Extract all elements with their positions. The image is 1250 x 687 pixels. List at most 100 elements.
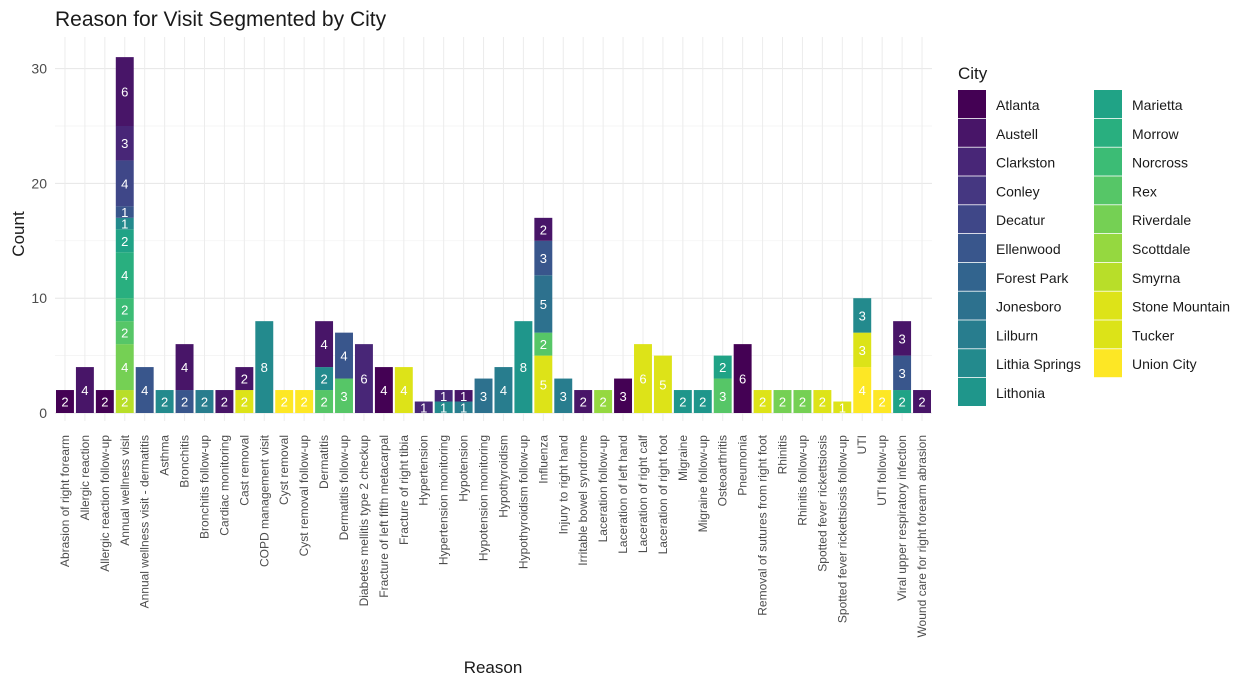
bar-value-label: 3 — [719, 389, 726, 404]
bar-stack-cyst-removal: 2 — [275, 390, 294, 413]
y-tick-label: 20 — [31, 175, 47, 191]
legend-swatch — [958, 349, 986, 378]
bar-stack-migraine: 2 — [673, 390, 692, 413]
bar-stack-spotted-fever-rickettsiosis: 2 — [813, 390, 832, 413]
x-tick-label: Hypothyroidism follow-up — [516, 435, 530, 569]
bar-stack-pneumonia: 6 — [733, 344, 752, 413]
bar-value-label: 1 — [440, 400, 447, 415]
bar-segment-lithonia — [673, 390, 692, 413]
bar-stack-hypotension: 11 — [454, 389, 473, 415]
bar-value-label: 2 — [779, 395, 786, 410]
x-tick-label: Hypertension — [417, 435, 431, 506]
legend-label: Austell — [996, 126, 1038, 142]
bar-value-label: 3 — [859, 343, 866, 358]
legend-swatch — [1094, 262, 1122, 291]
bar-stack-laceration-of-right-calf: 6 — [634, 344, 652, 413]
bar-segment-lithia-springs — [434, 401, 453, 413]
bar-value-label: 2 — [719, 360, 726, 375]
bar-segment-lilburn — [494, 367, 513, 413]
x-tick-label: Bronchitis follow-up — [197, 435, 211, 539]
x-tick-label: Hypothyroidism — [496, 435, 510, 518]
x-tick-label: Annual wellness visit — [118, 434, 132, 545]
legend-label: Atlanta — [996, 97, 1040, 113]
bar-value-label: 2 — [879, 395, 886, 410]
x-tick-label: Fracture of left fifth metacarpal — [377, 435, 391, 598]
bar-value-label: 2 — [221, 395, 228, 410]
bar-stack-dermatitis: 2 2 4 — [315, 321, 334, 413]
bar-stack-hypotension-monitoring: 3 — [474, 378, 493, 413]
bar-stack-osteoarthritis: 32 — [713, 355, 732, 413]
bar-segment-stone-mountain — [813, 390, 832, 413]
legend-item-tucker: Tucker — [1094, 320, 1175, 349]
bar-segment-lithia-springs — [853, 298, 872, 333]
bar-value-label: 2 — [121, 395, 128, 410]
bar-segment-stone-mountain — [833, 401, 852, 413]
bar-segment-stone-mountain — [534, 355, 553, 413]
legend-swatch — [1094, 176, 1122, 205]
legend-label: Lithia Springs — [996, 356, 1081, 372]
bar-value-label: 2 — [121, 326, 128, 341]
bar-stack-injury-to-right-hand: 3 — [554, 378, 573, 413]
bar-segment-riverdale — [793, 390, 812, 413]
bar-value-label: 8 — [261, 360, 268, 375]
bar-segment-austell — [315, 321, 334, 368]
bar-segment-clarkston — [414, 401, 433, 413]
x-tick-label: Influenza — [536, 435, 550, 484]
bar-value-label: 2 — [918, 395, 925, 410]
legend-item-scottdale: Scottdale — [1094, 234, 1191, 262]
bar-stack-wound-care-for-right-forearm-abrasion: 2 — [913, 390, 932, 413]
bar-stack-removal-of-sutures-from-right-foot: 2 — [753, 390, 772, 413]
legend-swatch — [958, 205, 986, 234]
bar-value-label: 2 — [320, 372, 327, 387]
x-tick-label: Hypotension — [457, 435, 471, 502]
legend-item-rex: Rex — [1094, 176, 1157, 205]
bar-stack-irritable-bowel-syndrome: 2 — [574, 390, 593, 413]
bar-segment-lithia-springs — [115, 217, 134, 230]
legend-item-conley: Conley — [958, 176, 1040, 205]
x-tick-label: Cyst removal follow-up — [297, 435, 311, 557]
bar-stack-viral-upper-respiratory-infection: 2 3 3 — [893, 321, 912, 413]
bar-segment-stone-mountain — [634, 344, 652, 413]
legend-item-norcross: Norcross — [1094, 147, 1188, 176]
bar-value-label: 2 — [600, 395, 607, 410]
bar-value-label: 4 — [400, 383, 407, 398]
legend-label: Clarkston — [996, 155, 1055, 171]
x-tick-label: Annual wellness visit - dermatitis — [138, 435, 152, 608]
bar-value-label: 3 — [121, 136, 128, 151]
legend-swatch — [958, 291, 986, 320]
legend-title: City — [958, 64, 988, 83]
bar-stack-diabetes-mellitis-type-2-checkup: 6 — [354, 344, 373, 413]
legend-item-ellenwood: Ellenwood — [958, 234, 1061, 262]
legend-item-stone-mountain: Stone Mountain — [1094, 291, 1230, 320]
bar-value-label: 4 — [500, 383, 507, 398]
bar-value-label: 6 — [739, 372, 746, 387]
bar-segment-union-city — [295, 390, 314, 413]
bar-value-label: 2 — [281, 395, 288, 410]
bar-segment-riverdale — [773, 390, 792, 413]
bar-value-label: 3 — [480, 389, 487, 404]
bar-segment-austell — [75, 367, 94, 413]
x-tick-label: Laceration of left hand — [616, 435, 630, 554]
legend-swatch — [1094, 349, 1122, 378]
bar-stack-allergic-reaction: 4 — [75, 367, 94, 413]
bar-segment-ellenwood — [893, 355, 912, 391]
bar-value-label: 4 — [141, 383, 148, 398]
y-tick-label: 30 — [31, 61, 47, 77]
x-tick-label: Viral upper respiratory infection — [895, 435, 909, 601]
x-tick-label: Spotted fever rickettsiosis follow-up — [835, 435, 849, 623]
x-tick-label: Bronchitis — [178, 435, 192, 488]
x-tick-label: Removal of sutures from right foot — [756, 434, 770, 615]
bar-stack-migraine-follow-up: 2 — [693, 390, 712, 413]
bar-segment-austell — [574, 390, 593, 413]
bar-value-label: 3 — [560, 389, 567, 404]
bar-segment-austell — [534, 217, 553, 241]
x-tick-label: Allergic reaction follow-up — [98, 435, 112, 572]
bar-segment-marietta — [713, 355, 732, 379]
bar-value-label: 4 — [181, 360, 188, 375]
bar-segment-clarkston — [115, 126, 134, 161]
bar-value-label: 2 — [799, 395, 806, 410]
legend-item-jonesboro: Jonesboro — [958, 291, 1062, 320]
bar-segment-austell — [115, 57, 134, 127]
bar-segment-rex — [315, 390, 334, 413]
bar-segment-rex — [713, 378, 732, 413]
